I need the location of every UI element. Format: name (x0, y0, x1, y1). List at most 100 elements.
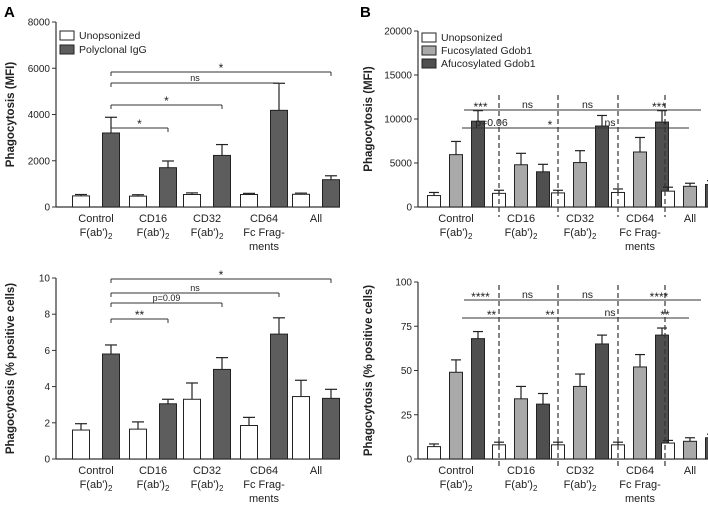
bar (683, 440, 697, 460)
category-label-3-line-2: ments (625, 493, 655, 505)
category-label-2-line-0: CD32 (193, 465, 221, 477)
panel-label-b: B (360, 4, 371, 21)
category-label-2-line-1: F(ab')2 (191, 479, 224, 493)
y-tick-label: 5000 (390, 159, 413, 170)
category-label-2-line-1: F(ab')2 (191, 227, 224, 241)
legend-label: Afucosylated Gdob1 (441, 58, 536, 70)
significance-label: ns (190, 283, 200, 293)
legend-label: Fucosylated Gdob1 (441, 45, 532, 57)
bar (449, 154, 463, 208)
significance-label: * (548, 118, 553, 132)
chart-a-bottom: 0 2 4 6 8 10 Phagocytosis (% positive cells) Co… (5, 268, 340, 505)
y-tick-label: 2 (44, 418, 50, 429)
category-label-1-line-0: CD16 (507, 213, 535, 225)
category-label-2-line-1: F(ab')2 (564, 479, 597, 493)
significance-label: * (219, 61, 224, 75)
y-tick-label: 0 (44, 455, 50, 466)
category-label-2-line-1: F(ab')2 (564, 227, 597, 241)
category-label-3-line-1: Fc Frag- (243, 479, 285, 491)
category-label-3-line-0: CD64 (250, 465, 278, 477)
category-label-1-line-1: F(ab')2 (505, 479, 538, 493)
y-tick-label: 25 (401, 410, 413, 421)
bar (595, 125, 609, 208)
y-tick-label: 4 (44, 382, 50, 393)
bar (129, 195, 147, 208)
bar (270, 333, 288, 460)
y-tick-label: 0 (406, 203, 412, 214)
category-label-1-line-0: CD16 (507, 465, 535, 477)
bar (129, 428, 147, 460)
bar (514, 164, 528, 208)
y-tick-label: 15000 (384, 71, 412, 82)
significance-label: * (137, 117, 142, 131)
significance-label: ** (487, 308, 497, 322)
bar (240, 194, 258, 208)
bar (633, 151, 647, 208)
bar (661, 442, 675, 460)
significance-label: ** (545, 308, 555, 322)
legend-swatch (421, 32, 437, 43)
y-axis-label: Phagocytosis (% positive cells) (5, 283, 17, 454)
category-label-3-line-2: ments (249, 241, 279, 253)
category-label-0-line-0: Control (78, 465, 113, 477)
bar (72, 429, 90, 460)
significance-label: * (219, 268, 224, 282)
legend-label: Unopsonized (79, 30, 140, 42)
significance-label: **** (650, 290, 669, 304)
significance-label: *** (473, 100, 487, 114)
significance-label: ns (190, 73, 200, 83)
category-label-0-line-1: F(ab')2 (440, 227, 473, 241)
category-label-3-line-0: CD64 (626, 465, 654, 477)
panel-label-a: A (4, 4, 15, 21)
significance-label: ** (135, 308, 145, 322)
legend-swatch (421, 58, 437, 69)
significance-label: * (164, 94, 169, 108)
significance-label: *** (652, 100, 666, 114)
category-label-1-line-1: F(ab')2 (137, 227, 170, 241)
category-label-2-line-0: CD32 (566, 465, 594, 477)
significance-label: p=0.06 (475, 117, 508, 129)
category-label-0-line-1: F(ab')2 (440, 479, 473, 493)
y-tick-label: 75 (401, 322, 413, 333)
y-tick-label: 50 (401, 366, 413, 377)
category-label-0-line-0: Control (438, 465, 473, 477)
bar (514, 398, 528, 460)
y-tick-label: 8000 (28, 18, 51, 29)
bar (213, 154, 231, 208)
bar (536, 171, 550, 208)
bar (427, 195, 441, 208)
bar (573, 162, 587, 208)
bar (705, 184, 708, 208)
category-label-4-line-0: All (310, 465, 322, 477)
bar (427, 446, 441, 460)
significance-label: ns (582, 289, 593, 301)
category-label-3-line-1: Fc Frag- (243, 227, 285, 239)
category-label-3-line-1: Fc Frag- (619, 479, 661, 491)
significance-label: ** (660, 308, 670, 322)
category-label-4-line-0: All (310, 213, 322, 225)
category-label-1-line-0: CD16 (139, 213, 167, 225)
bar (471, 338, 485, 460)
chart-b-top: 0 5000 10000 15000 20000 Phagocytosis (MFI) Co… (363, 27, 708, 253)
significance-label: ns (604, 307, 615, 319)
bar (322, 179, 340, 208)
bar (683, 185, 697, 208)
y-tick-label: 100 (395, 278, 412, 289)
category-label-2-line-0: CD32 (566, 213, 594, 225)
bar (292, 396, 310, 460)
significance-label: ns (522, 99, 533, 111)
category-label-0-line-0: Control (438, 213, 473, 225)
bar (213, 368, 231, 460)
bar (536, 403, 550, 460)
legend-swatch (421, 45, 437, 56)
bar (270, 109, 288, 208)
y-axis-label: Phagocytosis (% positive cells) (363, 285, 375, 456)
category-label-0-line-1: F(ab')2 (80, 479, 113, 493)
y-tick-label: 2000 (28, 156, 51, 167)
bar (102, 353, 120, 460)
y-axis-label: Phagocytosis (MFI) (5, 62, 17, 168)
significance-label: ns (522, 289, 533, 301)
significance-label: * (663, 118, 668, 132)
category-label-1-line-1: F(ab')2 (505, 227, 538, 241)
y-tick-label: 0 (406, 455, 412, 466)
